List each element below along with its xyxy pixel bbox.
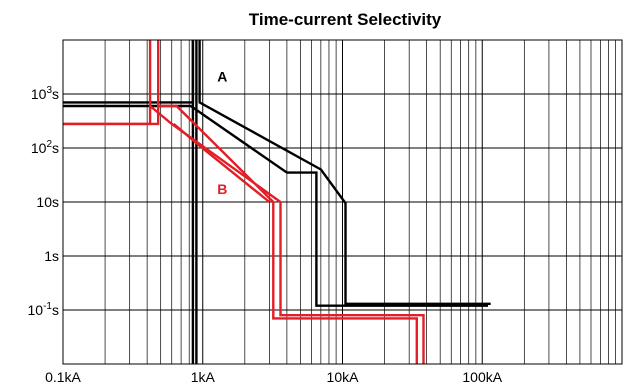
plot-frame (62, 39, 623, 365)
series-B (63, 40, 425, 364)
x-tick-label: 100kA (462, 369, 502, 385)
series-B-curve (158, 104, 418, 364)
series-B-curve (172, 122, 271, 203)
series-layer (63, 40, 491, 364)
curve-label-A: A (217, 69, 227, 85)
y-tick-label: 102s (31, 139, 59, 156)
y-tick-label: 1s (44, 248, 59, 264)
series-B-curve (63, 40, 160, 126)
x-tick-label: 10kA (327, 369, 360, 385)
series-A-curve (63, 40, 195, 104)
y-tick-label: 10-1s (28, 301, 59, 318)
tick-labels: 0.1kA 1kA 10kA 100kA 103s 102s 10s 1s 10-1s (28, 85, 503, 385)
x-tick-label: 1kA (191, 369, 216, 385)
series-A-curve (198, 40, 491, 305)
curve-label-B: B (217, 181, 227, 197)
annotations: AB (217, 69, 227, 198)
y-tick-label: 10s (36, 194, 59, 210)
series-B-curve (149, 105, 425, 364)
series-B-curve (63, 40, 152, 126)
grid (62, 40, 622, 365)
chart-title: Time-current Selectivity (249, 10, 442, 29)
series-A-curve (63, 104, 488, 307)
y-tick-label: 103s (31, 85, 59, 102)
x-tick-label: 0.1kA (45, 369, 81, 385)
